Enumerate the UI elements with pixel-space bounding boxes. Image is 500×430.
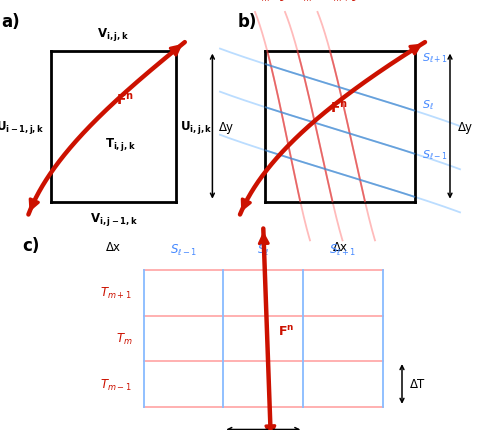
Text: Δx: Δx [332,241,347,254]
Text: $\mathbf{T_{i,j,k}}$: $\mathbf{T_{i,j,k}}$ [105,135,136,153]
Text: c): c) [22,237,40,255]
Text: $\mathbf{V_{i,j,k}}$: $\mathbf{V_{i,j,k}}$ [98,26,130,43]
Text: ΔT: ΔT [410,378,425,390]
Text: $S_{\ell+1}$: $S_{\ell+1}$ [422,51,448,65]
Text: $\mathbf{U_{i-1,j,k}}$: $\mathbf{U_{i-1,j,k}}$ [0,118,44,135]
Text: $T_{m-1}$: $T_{m-1}$ [255,0,285,4]
Text: $S_{\ell}$: $S_{\ell}$ [422,98,434,112]
Text: $S_{\ell}$: $S_{\ell}$ [257,242,270,257]
Text: $\mathbf{F^n}$: $\mathbf{F^n}$ [116,91,134,107]
Text: $S_{\ell+1}$: $S_{\ell+1}$ [330,242,357,257]
Text: $T_{m}$: $T_{m}$ [116,331,132,346]
Text: b): b) [238,13,257,31]
Text: $T_{m+1}$: $T_{m+1}$ [328,0,358,4]
Text: a): a) [1,13,20,31]
Text: $\mathbf{F^n}$: $\mathbf{F^n}$ [330,99,348,116]
Text: $\mathbf{V_{i,j-1,k}}$: $\mathbf{V_{i,j-1,k}}$ [90,211,138,227]
Text: $T_{m-1}$: $T_{m-1}$ [100,377,132,392]
Text: $\mathbf{F^n}$: $\mathbf{F^n}$ [278,324,295,338]
Text: Δy: Δy [220,120,234,133]
Text: $\mathbf{U_{i,j,k}}$: $\mathbf{U_{i,j,k}}$ [180,118,212,135]
Text: $T_{m+1}$: $T_{m+1}$ [100,286,132,301]
Text: $T_{m}$: $T_{m}$ [297,0,313,4]
Text: $S_{\ell-1}$: $S_{\ell-1}$ [422,148,448,162]
Text: Δy: Δy [458,120,472,133]
Text: Δx: Δx [106,241,121,254]
Text: $S_{\ell-1}$: $S_{\ell-1}$ [170,242,197,257]
